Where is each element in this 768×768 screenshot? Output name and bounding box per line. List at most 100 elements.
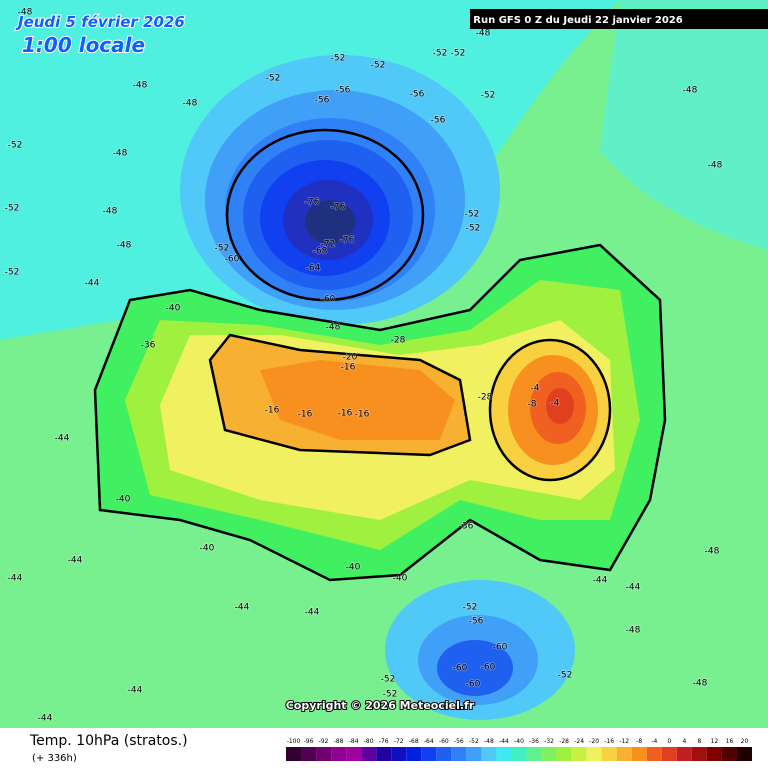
scale-tick-label: -36 (529, 738, 539, 745)
scale-tick-label: -8 (636, 738, 642, 745)
contour-label: -44 (626, 583, 641, 593)
scale-swatch (571, 747, 587, 761)
scale-tick-label: -80 (364, 738, 374, 745)
contour-label: -48 (705, 547, 720, 557)
scale-swatch (511, 747, 527, 761)
contour-label: -44 (8, 574, 23, 584)
contour-label: -52 (433, 49, 448, 59)
scale-tick-label: 8 (697, 738, 701, 745)
contour-label: -48 (183, 99, 198, 109)
scale-tick-label: -84 (349, 738, 359, 745)
scale-swatch (601, 747, 617, 761)
scale-swatch (736, 747, 752, 761)
contour-label: -64 (306, 264, 321, 274)
scale-tick-label: -48 (484, 738, 494, 745)
scale-tick-label: -16 (604, 738, 614, 745)
scale-swatch (451, 747, 467, 761)
contour-label: -52 (558, 671, 573, 681)
scale-tick-label: -4 (651, 738, 657, 745)
scale-swatch (586, 747, 602, 761)
contour-label: -4 (551, 399, 560, 409)
scale-swatch (646, 747, 662, 761)
contour-label: -60 (321, 295, 336, 305)
contour-label: -28 (478, 393, 493, 403)
scale-tick-label: 4 (682, 738, 686, 745)
contour-label: -56 (315, 96, 330, 106)
scale-swatch (466, 747, 482, 761)
scale-tick-label: 12 (711, 738, 719, 745)
contour-label: -52 (465, 210, 480, 220)
contour-label: -16 (298, 410, 313, 420)
contour-label: -16 (341, 363, 356, 373)
contour-label: -52 (371, 61, 386, 71)
contour-label: -60 (481, 663, 496, 673)
forecast-date: Jeudi 5 février 2026 (15, 13, 185, 31)
scale-swatch (376, 747, 392, 761)
copyright: Copyright © 2026 Meteociel.fr (286, 699, 475, 712)
contour-label: -20 (343, 353, 358, 363)
contour-label: -48 (476, 29, 491, 39)
contour-label: -56 (336, 86, 351, 96)
contour-label: -8 (528, 400, 537, 410)
scale-tick-label: 20 (741, 738, 749, 745)
contour-label: -48 (103, 207, 118, 217)
scale-tick-label: -88 (334, 738, 344, 745)
contour-label: -44 (235, 603, 250, 613)
contour-label: -52 (215, 244, 230, 254)
scale-swatch (316, 747, 332, 761)
scale-tick-label: -64 (424, 738, 434, 745)
southern-cold-pool (385, 580, 575, 720)
contour-label: -16 (355, 410, 370, 420)
run-box (470, 9, 768, 29)
contour-label: -48 (626, 626, 641, 636)
scale-tick-label: -56 (454, 738, 464, 745)
contour-label: -40 (393, 574, 408, 584)
scale-tick-label: -76 (379, 738, 389, 745)
contour-label: -56 (431, 116, 446, 126)
contour-label: -40 (346, 563, 361, 573)
contour-label: -48 (18, 8, 33, 18)
scale-swatch (301, 747, 317, 761)
contour-label: -56 (410, 90, 425, 100)
contour-label: -48 (113, 149, 128, 159)
forecast-time: 1:00 locale (22, 33, 145, 57)
scale-tick-label: -40 (514, 738, 524, 745)
contour-label: -76 (305, 198, 320, 208)
scale-swatch (481, 747, 497, 761)
scale-swatch (436, 747, 452, 761)
contour-label: -44 (85, 279, 100, 289)
run-label: Run GFS 0 Z du Jeudi 22 janvier 2026 (473, 15, 682, 26)
scale-swatch (706, 747, 722, 761)
contour-label: -48 (683, 86, 698, 96)
scale-tick-label: -20 (589, 738, 599, 745)
variable-label: Temp. 10hPa (stratos.) (29, 733, 188, 749)
contour-label: -60 (466, 680, 481, 690)
polar-vortex (180, 55, 500, 325)
scale-tick-label: -100 (287, 738, 301, 745)
contour-label: -52 (266, 74, 281, 84)
contour-label: -48 (117, 241, 132, 251)
contour-label: -40 (166, 304, 181, 314)
contour-label: -4 (531, 384, 540, 394)
scale-tick-label: -68 (409, 738, 419, 745)
contour-label: -52 (383, 690, 398, 700)
scale-swatch (616, 747, 632, 761)
contour-label: -68 (313, 247, 328, 257)
scale-tick-label: -72 (394, 738, 404, 745)
scale-swatch (631, 747, 647, 761)
scale-swatch (721, 747, 737, 761)
contour-label: -60 (493, 643, 508, 653)
contour-label: -52 (331, 54, 346, 64)
scale-swatch (331, 747, 347, 761)
scale-tick-label: -44 (499, 738, 509, 745)
contour-label: -40 (116, 495, 131, 505)
scale-swatch (676, 747, 692, 761)
contour-label: -76 (340, 236, 355, 246)
scale-tick-label: 0 (667, 738, 671, 745)
scale-tick-label: -24 (574, 738, 584, 745)
contour-label: -48 (708, 161, 723, 171)
scale-tick-label: 16 (726, 738, 734, 745)
contour-label: -52 (466, 224, 481, 234)
scale-tick-label: -52 (469, 738, 479, 745)
contour-label: -44 (68, 556, 83, 566)
